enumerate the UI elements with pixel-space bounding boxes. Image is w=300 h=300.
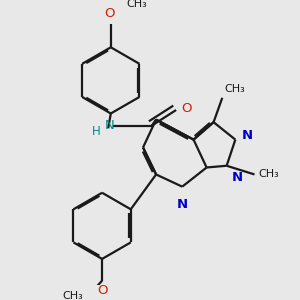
Text: N: N [177, 198, 188, 211]
Text: N: N [232, 171, 243, 184]
Text: N: N [242, 129, 253, 142]
Text: CH₃: CH₃ [224, 84, 245, 94]
Text: CH₃: CH₃ [258, 169, 279, 179]
Text: CH₃: CH₃ [62, 290, 83, 300]
Text: H: H [92, 125, 100, 138]
Text: O: O [97, 284, 107, 297]
Text: CH₃: CH₃ [127, 0, 147, 9]
Text: O: O [105, 7, 115, 20]
Text: O: O [182, 102, 192, 115]
Text: N: N [105, 119, 115, 132]
